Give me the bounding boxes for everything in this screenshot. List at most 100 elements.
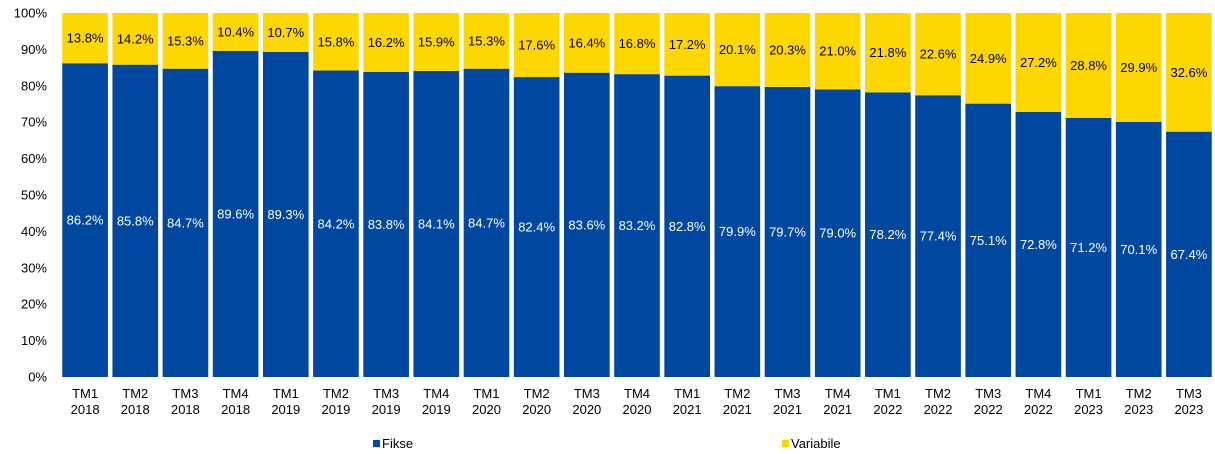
x-tick-label-quarter: TM4 (825, 386, 851, 401)
data-label-fikse: 89.3% (267, 207, 304, 222)
x-tick-label-year: 2018 (171, 402, 200, 417)
legend: Fikse Variabile (373, 436, 841, 451)
x-tick-label-quarter: TM3 (975, 386, 1001, 401)
bar-variabile (1015, 13, 1062, 113)
data-label-fikse: 79.7% (769, 224, 806, 239)
x-tick-label-year: 2019 (271, 402, 300, 417)
bar-fikse (162, 68, 209, 377)
bar-fikse (1065, 117, 1112, 377)
y-tick-label: 30% (21, 260, 47, 275)
data-label-fikse: 79.9% (719, 224, 756, 239)
bar-fikse (614, 74, 660, 377)
data-label-variabile: 15.3% (468, 33, 505, 48)
x-tick-label-year: 2021 (673, 402, 702, 417)
bar-variabile (513, 13, 560, 78)
y-tick-label: 10% (21, 333, 47, 348)
x-tick-label-quarter: TM3 (373, 386, 399, 401)
legend-swatch (373, 440, 380, 447)
data-labels: 86.2% 13.8% 85.8% 14.2% 84.7% 15.3% 89.6% 10.4%… (67, 24, 1208, 261)
bar-fikse (814, 89, 861, 377)
x-tick-label-quarter: TM3 (775, 386, 801, 401)
bar-variabile (865, 13, 911, 93)
bar-fikse (764, 86, 811, 377)
data-label-variabile: 10.4% (217, 24, 254, 39)
x-tick-label-year: 2019 (321, 402, 350, 417)
bar-fikse (1115, 121, 1162, 377)
data-label-variabile: 32.6% (1170, 65, 1207, 80)
x-tick-label-year: 2018 (221, 402, 250, 417)
data-label-fikse: 78.2% (869, 227, 906, 242)
x-tick-label-quarter: TM1 (273, 386, 299, 401)
data-label-fikse: 82.4% (518, 220, 555, 235)
data-label-variabile: 21.8% (869, 45, 906, 60)
x-tick-label-year: 2023 (1074, 402, 1103, 417)
x-tick-label-quarter: TM2 (925, 386, 951, 401)
x-tick-label-quarter: TM3 (1176, 386, 1202, 401)
bar-variabile (1115, 13, 1162, 122)
bar-variabile (1166, 13, 1212, 132)
y-tick-label: 40% (21, 224, 47, 239)
bar-variabile (814, 13, 861, 90)
y-tick-label: 90% (21, 42, 47, 57)
bar-fikse (915, 95, 961, 377)
x-tick-label-year: 2020 (572, 402, 601, 417)
bar-variabile (915, 13, 961, 96)
bar-variabile (62, 13, 108, 64)
x-tick-label-quarter: TM4 (423, 386, 449, 401)
x-tick-label-year: 2022 (924, 402, 953, 417)
bar-variabile (614, 13, 660, 75)
y-tick-label: 70% (21, 115, 47, 130)
x-tick-label-year: 2018 (121, 402, 150, 417)
x-tick-label-quarter: TM4 (624, 386, 650, 401)
data-label-fikse: 86.2% (67, 213, 104, 228)
y-tick-label: 80% (21, 78, 47, 93)
data-label-fikse: 89.6% (217, 206, 254, 221)
y-tick-label: 0% (28, 370, 47, 385)
data-label-variabile: 14.2% (117, 31, 154, 46)
bar-variabile (1065, 13, 1112, 118)
bar-fikse (363, 71, 409, 377)
data-label-variabile: 22.6% (920, 47, 957, 62)
bar-variabile (363, 13, 409, 72)
bar-variabile (413, 13, 460, 71)
bar-fikse (313, 70, 359, 378)
x-tick-label-year: 2019 (422, 402, 451, 417)
data-label-variabile: 21.0% (819, 44, 856, 59)
x-tick-label-quarter: TM2 (1126, 386, 1152, 401)
x-tick-label-year: 2018 (71, 402, 100, 417)
bar-fikse (463, 68, 510, 377)
data-label-fikse: 82.8% (669, 219, 706, 234)
x-tick-label-quarter: TM3 (172, 386, 198, 401)
x-tick-label-year: 2022 (974, 402, 1003, 417)
x-tick-label-year: 2020 (472, 402, 501, 417)
data-label-variabile: 28.8% (1070, 58, 1107, 73)
legend-label: Fikse (382, 436, 413, 451)
x-tick-label-year: 2021 (723, 402, 752, 417)
data-label-fikse: 83.2% (619, 218, 656, 233)
x-tick-label-quarter: TM2 (323, 386, 349, 401)
x-tick-label-year: 2021 (823, 402, 852, 417)
x-tick-label-quarter: TM3 (574, 386, 600, 401)
bar-variabile (313, 13, 359, 71)
x-tick-label-quarter: TM2 (524, 386, 550, 401)
x-tick-label-quarter: TM2 (122, 386, 148, 401)
x-tick-label-quarter: TM1 (72, 386, 98, 401)
bar-variabile (664, 13, 711, 76)
data-label-variabile: 29.9% (1120, 60, 1157, 75)
bar-fikse (262, 51, 309, 377)
data-label-variabile: 16.4% (568, 35, 605, 50)
bar-variabile (714, 13, 761, 87)
data-label-fikse: 70.1% (1120, 242, 1157, 257)
bar-fikse (1015, 112, 1062, 378)
data-label-fikse: 67.4% (1170, 247, 1207, 262)
data-label-fikse: 77.4% (920, 229, 957, 244)
bar-fikse (62, 63, 108, 378)
data-label-fikse: 84.1% (418, 216, 455, 231)
data-label-fikse: 75.1% (970, 233, 1007, 248)
x-tick-label-year: 2020 (623, 402, 652, 417)
bar-fikse (513, 77, 560, 378)
data-label-variabile: 10.7% (267, 25, 304, 40)
data-label-fikse: 83.8% (368, 217, 405, 232)
data-label-variabile: 15.9% (418, 34, 455, 49)
